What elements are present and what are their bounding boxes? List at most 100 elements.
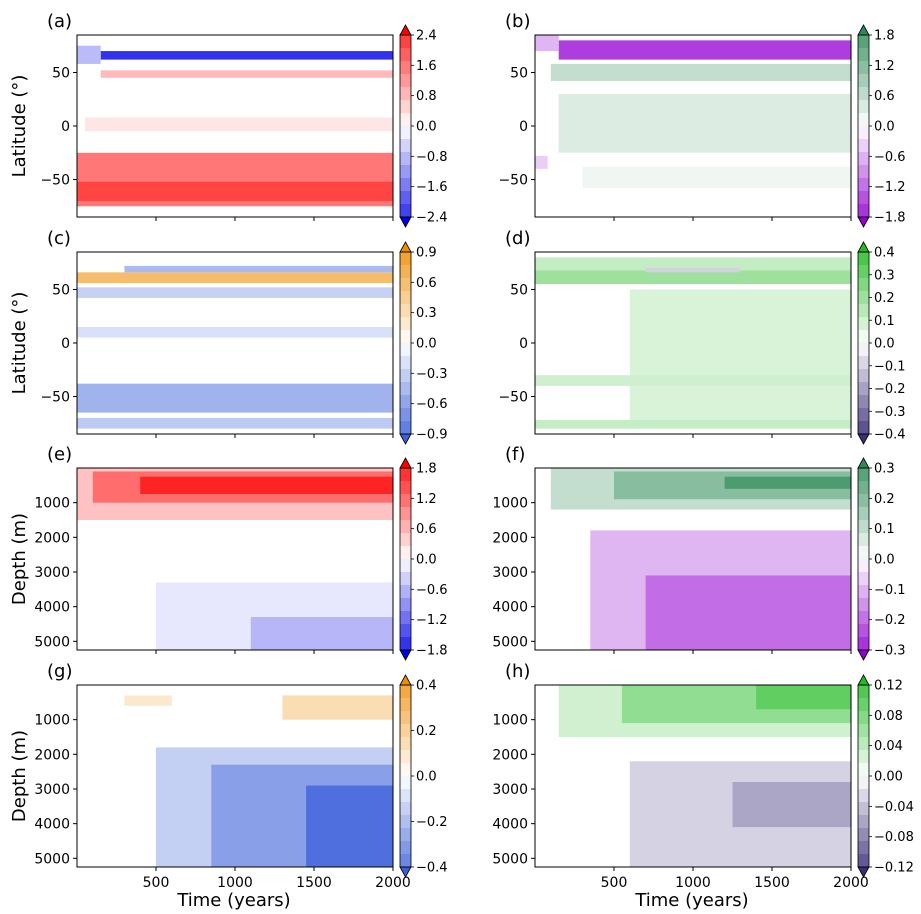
colorbar-segment: [858, 624, 869, 638]
colorbar-segment: [400, 278, 411, 292]
heatmap-fields: [535, 257, 851, 429]
colorbar-segment: [858, 35, 869, 49]
colorbar-tick-label: 1.6: [416, 59, 437, 74]
colorbar-segment: [858, 611, 869, 625]
x-tick-label: 1000: [675, 875, 711, 891]
colorbar-segment: [400, 252, 411, 266]
colorbar-segment: [858, 278, 869, 292]
colorbar-segment: [400, 139, 411, 153]
colorbar-segment: [858, 126, 869, 140]
y-tick-label: 5000: [492, 851, 528, 867]
colorbar-tick-label: −0.9: [416, 428, 448, 443]
colorbar-segment: [400, 750, 411, 764]
colorbar-segment: [858, 204, 869, 218]
colorbar-segment: [400, 737, 411, 751]
colorbar-tick-label: 0.3: [874, 462, 895, 477]
heatmap-fields: [77, 468, 393, 650]
colorbar-tick-label: 0.1: [874, 314, 895, 329]
panel-e: 1000 2000 3000 4000 5000 (e) Depth (m) 1.8 1.2 0.…: [9, 444, 448, 661]
colorbar-tick-label: −1.6: [416, 180, 448, 195]
colorbar-tick-label: 0.3: [416, 306, 437, 321]
colorbar-tick-label: −0.2: [416, 815, 448, 830]
panel-label: (e): [47, 444, 72, 465]
heatmap-field: [77, 417, 393, 429]
heatmap-field: [77, 272, 393, 284]
panel-f: 1000 2000 3000 4000 5000 (f) 0.3 0.2 0.1 0.0 −0.1 −…: [492, 444, 906, 661]
colorbar-segment: [858, 408, 869, 422]
colorbar-extend-top: [399, 674, 412, 686]
heatmap-field: [535, 257, 851, 271]
colorbar-tick-label: 0.0: [416, 120, 437, 135]
colorbar-tick-label: −0.3: [416, 367, 448, 382]
y-tick-label: 0: [61, 336, 70, 352]
y-tick-label: 4000: [34, 600, 70, 616]
panel-label: (c): [47, 228, 71, 249]
colorbar-segment: [400, 559, 411, 573]
colorbar-segment: [858, 330, 869, 344]
colorbar: 0.9 0.6 0.3 0.0 −0.3 −0.6 −0.9: [399, 241, 448, 445]
y-axis-label: Latitude (°): [9, 75, 30, 178]
heatmap-field: [558, 93, 851, 153]
colorbar-segment: [400, 317, 411, 331]
colorbar-segment: [400, 87, 411, 101]
y-tick-label: 5000: [34, 634, 70, 650]
colorbar-segment: [400, 585, 411, 599]
x-tick-label: 2000: [833, 875, 869, 891]
colorbar-extend-top: [399, 241, 412, 253]
colorbar-tick-label: 0.08: [874, 709, 903, 724]
colorbar-segment: [858, 533, 869, 547]
colorbar-segment: [858, 178, 869, 192]
colorbar-tick-label: −0.3: [874, 405, 906, 420]
colorbar-segment: [400, 291, 411, 305]
x-tick-label: 1000: [217, 875, 253, 891]
y-axis-label: Depth (m): [9, 513, 30, 605]
colorbar-segment: [400, 815, 411, 829]
panel-label: (b): [505, 11, 530, 32]
y-tick-label: 1000: [492, 713, 528, 729]
colorbar-extend-bottom: [857, 649, 870, 661]
y-tick-label: 3000: [34, 565, 70, 581]
y-tick-label: 0: [519, 119, 528, 135]
colorbar-segment: [400, 637, 411, 651]
colorbar-segment: [858, 369, 869, 383]
colorbar-tick-label: 0.6: [874, 89, 895, 104]
colorbar-segment: [858, 191, 869, 205]
colorbar-segment: [400, 598, 411, 612]
colorbar-tick-label: 0.4: [874, 246, 895, 261]
colorbar-segment: [858, 494, 869, 508]
y-tick-label: −50: [40, 173, 70, 189]
colorbar-tick-label: 0.9: [416, 246, 437, 261]
colorbar-segment: [858, 265, 869, 279]
colorbar-segment: [858, 61, 869, 75]
colorbar-segment: [400, 698, 411, 712]
colorbar-segment: [400, 763, 411, 777]
colorbar-segment: [858, 737, 869, 751]
colorbar-tick-label: −0.6: [416, 583, 448, 598]
colorbar-tick-label: −1.8: [874, 211, 906, 226]
colorbar-tick-label: −0.4: [416, 861, 448, 876]
colorbar-segment: [400, 507, 411, 521]
colorbar-segment: [400, 165, 411, 179]
colorbar-tick-label: −0.4: [874, 428, 906, 443]
colorbar-segment: [400, 204, 411, 218]
y-tick-label: 5000: [492, 634, 528, 650]
y-tick-label: 50: [510, 282, 528, 298]
colorbar-tick-label: 0.8: [416, 89, 437, 104]
colorbar-segment: [400, 481, 411, 495]
panel-label: (a): [47, 11, 72, 32]
heatmap-field: [77, 287, 393, 299]
colorbar-segment: [858, 304, 869, 318]
colorbar-tick-label: 0.0: [416, 770, 437, 785]
y-tick-label: 5000: [34, 851, 70, 867]
xlabel-left: Time (years): [176, 890, 290, 911]
heatmap-field: [535, 270, 851, 285]
colorbar-segment: [858, 815, 869, 829]
colorbar-tick-label: −0.08: [874, 830, 914, 845]
colorbar-segment: [858, 598, 869, 612]
colorbar-segment: [400, 265, 411, 279]
colorbar-segment: [400, 126, 411, 140]
colorbar-segment: [400, 100, 411, 114]
heatmap-fields: [77, 45, 393, 207]
colorbar-segment: [858, 468, 869, 482]
